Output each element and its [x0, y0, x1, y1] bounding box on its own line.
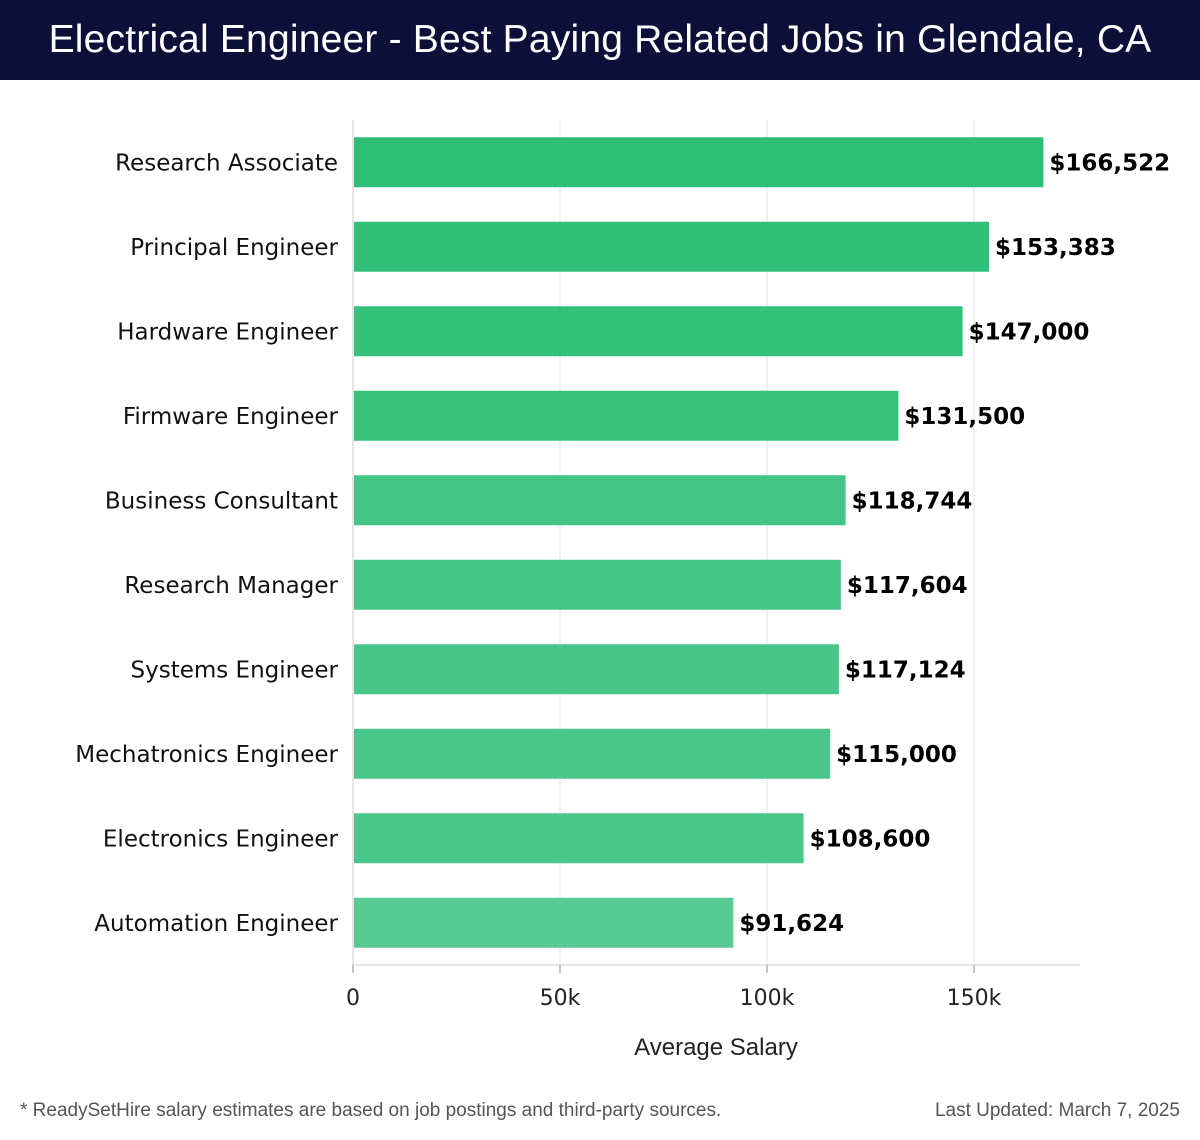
- value-label: $91,624: [739, 911, 844, 937]
- category-label: Firmware Engineer: [123, 404, 339, 430]
- value-label: $115,000: [836, 742, 957, 768]
- value-label: $117,124: [845, 657, 966, 683]
- bar: [354, 897, 734, 948]
- x-tick-label: 100k: [740, 986, 795, 1011]
- x-tick-label: 150k: [947, 986, 1002, 1011]
- category-label: Principal Engineer: [130, 235, 338, 261]
- value-label: $108,600: [810, 826, 931, 852]
- value-label: $131,500: [904, 404, 1025, 430]
- category-label: Systems Engineer: [131, 657, 339, 683]
- category-label: Hardware Engineer: [117, 319, 338, 345]
- category-label: Research Manager: [124, 573, 338, 599]
- category-label: Research Associate: [115, 150, 338, 176]
- last-updated: Last Updated: March 7, 2025: [934, 1100, 1180, 1121]
- footer-note: * ReadySetHire salary estimates are base…: [20, 1100, 722, 1121]
- bar: [354, 813, 804, 864]
- category-label: Electronics Engineer: [103, 826, 339, 852]
- value-label: $118,744: [852, 488, 973, 514]
- x-tick-label: 0: [346, 986, 360, 1011]
- x-axis-title: Average Salary: [634, 1034, 798, 1061]
- bar: [354, 137, 1044, 188]
- bar: [354, 644, 839, 695]
- bar: [354, 390, 899, 441]
- value-label: $166,522: [1049, 150, 1170, 176]
- bar: [354, 475, 846, 526]
- bars: $166,522 $153,383 $147,000 $131,500 $118,744…: [354, 137, 1170, 948]
- value-label: $147,000: [969, 319, 1090, 345]
- x-tick-label: 50k: [540, 986, 581, 1011]
- chart-title: Electrical Engineer - Best Paying Relate…: [48, 18, 1152, 61]
- category-label: Automation Engineer: [94, 911, 338, 937]
- axes: 0 50k 100k 150k Research Associate Principal …: [75, 120, 1080, 1011]
- chart-header: Electrical Engineer - Best Paying Relate…: [0, 0, 1200, 80]
- bar: [354, 221, 990, 272]
- bar: [354, 306, 963, 357]
- bar: [354, 728, 831, 779]
- value-label: $153,383: [995, 235, 1116, 261]
- bar-chart: $166,522 $153,383 $147,000 $131,500 $118,744…: [75, 120, 1170, 1061]
- value-label: $117,604: [847, 573, 968, 599]
- bar: [354, 559, 841, 610]
- category-label: Mechatronics Engineer: [75, 742, 338, 768]
- category-label: Business Consultant: [105, 488, 338, 514]
